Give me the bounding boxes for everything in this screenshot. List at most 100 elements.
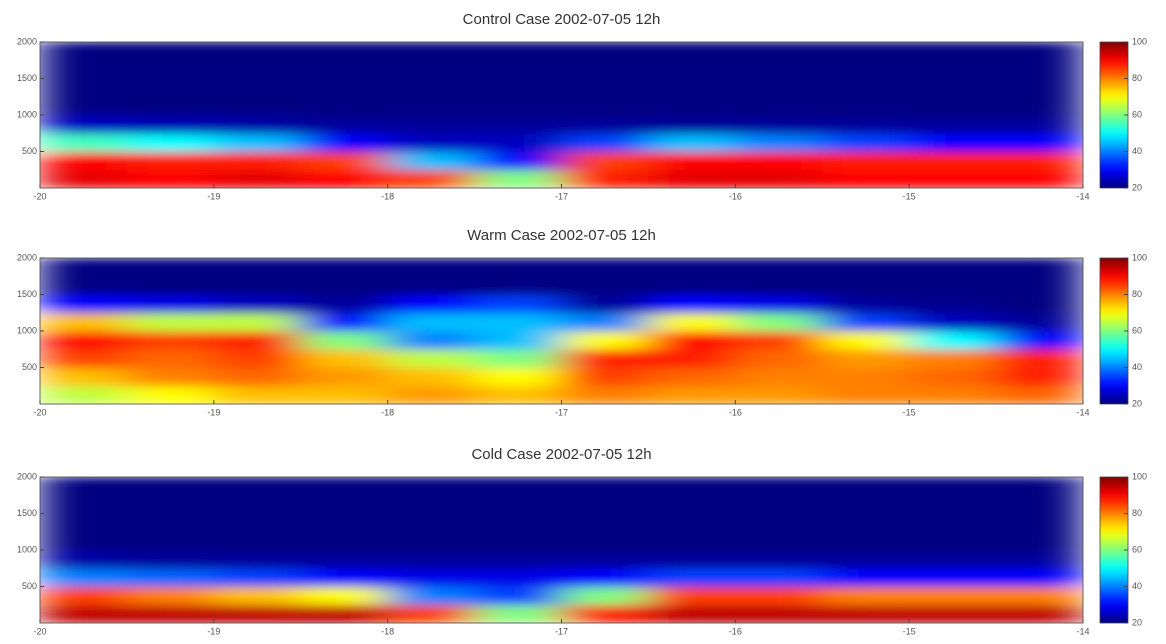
- heatmap-cell: [474, 294, 562, 314]
- heatmap-cell: [126, 549, 215, 569]
- heatmap-cell: [213, 59, 302, 79]
- heatmap-cell: [40, 96, 128, 116]
- heatmap-cell: [213, 604, 302, 623]
- heatmap-cell: [821, 549, 910, 569]
- heatmap-cell: [734, 78, 823, 98]
- heatmap-cell: [40, 294, 128, 314]
- heatmap-cell: [734, 169, 823, 188]
- heatmap-cell: [300, 348, 389, 368]
- heatmap-cell: [300, 604, 389, 623]
- heatmap-cell: [734, 258, 823, 277]
- heatmap-cell: [300, 132, 389, 152]
- heatmap-cell: [561, 312, 649, 332]
- heatmap-cell: [995, 169, 1083, 188]
- heatmap-cell: [821, 312, 910, 332]
- heatmap-cell: [387, 477, 476, 496]
- heatmap-cell: [300, 258, 389, 277]
- heatmap-cell: [126, 385, 215, 404]
- plot-area: [40, 258, 1083, 404]
- heatmap-cell: [213, 294, 302, 314]
- y-tick-label: 1500: [17, 73, 37, 83]
- x-tick-label: -19: [207, 407, 220, 417]
- heatmap-cell: [647, 586, 736, 606]
- heatmap-cell: [995, 367, 1083, 387]
- y-tick-label: 2000: [17, 471, 37, 481]
- heatmap-cell: [40, 42, 128, 61]
- colorbar-tick-label: 60: [1132, 109, 1142, 119]
- heatmap-cell: [213, 567, 302, 587]
- panel-title: Cold Case 2002-07-05 12h: [471, 446, 651, 463]
- heatmap-cell: [821, 132, 910, 152]
- colorbar-tick-label: 100: [1132, 252, 1147, 262]
- heatmap-cell: [387, 494, 476, 514]
- panel-title: Warm Case 2002-07-05 12h: [467, 227, 656, 244]
- heatmap-cell: [734, 348, 823, 368]
- x-tick-label: -16: [729, 407, 742, 417]
- heatmap-cell: [300, 294, 389, 314]
- heatmap-cell: [647, 294, 736, 314]
- heatmap-cell: [908, 330, 997, 350]
- heatmap-cell: [387, 367, 476, 387]
- heatmap-cell: [821, 494, 910, 514]
- heatmap-cell: [474, 59, 562, 79]
- heatmap-cell: [821, 78, 910, 98]
- heatmap-cell: [908, 169, 997, 188]
- heatmap-cell: [300, 367, 389, 387]
- heatmap-cell: [561, 294, 649, 314]
- heatmap-cell: [387, 385, 476, 404]
- heatmap-cell: [40, 586, 128, 606]
- heatmap-cell: [821, 151, 910, 171]
- heatmap-cell: [126, 169, 215, 188]
- heatmap-cell: [126, 78, 215, 98]
- heatmap-cell: [387, 96, 476, 116]
- heatmap-cell: [908, 132, 997, 152]
- heatmap-cell: [387, 586, 476, 606]
- y-tick-label: 2000: [17, 36, 37, 46]
- heatmap-cell: [561, 78, 649, 98]
- heatmap-cell: [213, 258, 302, 277]
- colorbar-tick-label: 20: [1132, 617, 1142, 627]
- heatmap-cell: [387, 275, 476, 295]
- heatmap-cell: [561, 513, 649, 533]
- heatmap-cell: [908, 312, 997, 332]
- heatmap-cell: [734, 114, 823, 134]
- y-tick-label: 1000: [17, 109, 37, 119]
- heatmap-cell: [474, 513, 562, 533]
- x-tick-label: -15: [903, 407, 916, 417]
- heatmap-cell: [300, 549, 389, 569]
- heatmap-cell: [213, 367, 302, 387]
- heatmap-cell: [647, 513, 736, 533]
- heatmap-cell: [474, 367, 562, 387]
- heatmap-cell: [561, 330, 649, 350]
- heatmap-cell: [908, 531, 997, 551]
- heatmap-cell: [647, 330, 736, 350]
- heatmap-cell: [387, 294, 476, 314]
- heatmap-cell: [908, 604, 997, 623]
- plot-area: [40, 477, 1083, 623]
- heatmap-cell: [734, 132, 823, 152]
- heatmap-cell: [126, 567, 215, 587]
- heatmap-cell: [734, 477, 823, 496]
- heatmap-cell: [647, 169, 736, 188]
- heatmap-cell: [387, 348, 476, 368]
- heatmap-cell: [126, 96, 215, 116]
- x-tick-label: -15: [903, 626, 916, 636]
- heatmap-cell: [300, 114, 389, 134]
- heatmap-cell: [126, 586, 215, 606]
- x-tick-label: -20: [33, 191, 46, 201]
- colorbar-tick-label: 40: [1132, 581, 1142, 591]
- heatmap-cell: [300, 494, 389, 514]
- heatmap-cell: [734, 151, 823, 171]
- heatmap-cell: [734, 385, 823, 404]
- heatmap-cell: [647, 348, 736, 368]
- heatmap-cell: [995, 586, 1083, 606]
- y-tick-label: 500: [22, 362, 37, 372]
- colorbar-tick-label: 20: [1132, 182, 1142, 192]
- heatmap-cell: [647, 312, 736, 332]
- y-tick-label: 500: [22, 581, 37, 591]
- heatmap-cell: [908, 78, 997, 98]
- heatmap-cell: [40, 132, 128, 152]
- heatmap-cell: [647, 275, 736, 295]
- plot-area: [40, 42, 1083, 188]
- heatmap-cell: [647, 549, 736, 569]
